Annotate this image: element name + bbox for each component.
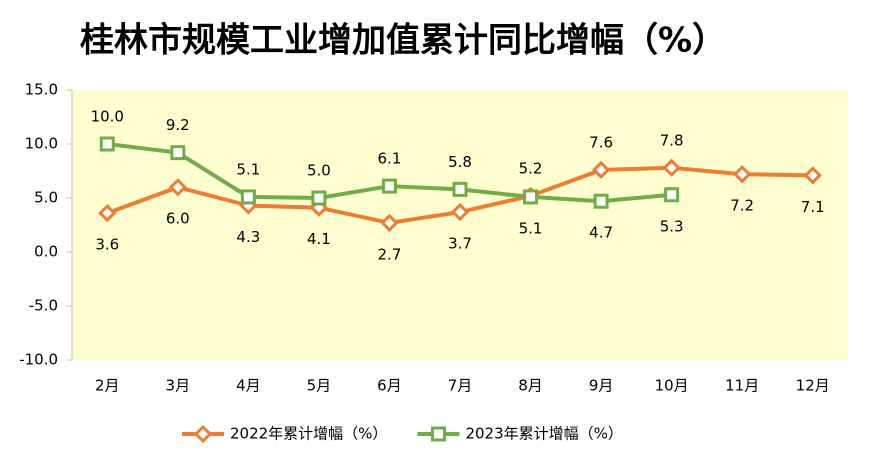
marker (99, 136, 115, 152)
data-label: 6.0 (166, 210, 190, 228)
marker (170, 145, 186, 161)
y-tick-label: 5.0 (34, 189, 58, 207)
data-label: 9.2 (166, 116, 190, 134)
marker (430, 426, 446, 442)
marker (193, 424, 213, 444)
data-label: 4.1 (307, 230, 331, 248)
marker (803, 166, 822, 185)
marker (240, 189, 256, 205)
data-label: 5.0 (307, 162, 331, 180)
marker (664, 187, 680, 203)
plot-area (72, 90, 848, 360)
x-tick-label: 5月 (307, 377, 332, 395)
data-label: 3.6 (95, 236, 119, 254)
data-label: 7.6 (589, 133, 613, 151)
x-tick-label: 8月 (518, 377, 543, 395)
data-label: 4.7 (589, 224, 613, 242)
x-tick-label: 6月 (377, 377, 402, 395)
legend: 2022年累计增幅（%） 2023年累计增幅（%） (182, 424, 623, 444)
y-tick-label: -10.0 (19, 351, 58, 369)
y-tick-label: 0.0 (34, 243, 58, 261)
marker (662, 158, 681, 177)
data-label: 5.8 (448, 153, 472, 171)
legend-label: 2023年累计增幅（%） (465, 425, 622, 443)
y-tick-label: -5.0 (29, 297, 58, 315)
data-label: 5.3 (660, 217, 684, 235)
legend-label: 2022年累计增幅（%） (230, 425, 387, 443)
marker (311, 190, 327, 206)
data-label: 6.1 (378, 150, 402, 168)
y-tick-label: 10.0 (25, 135, 58, 153)
data-label: 10.0 (91, 108, 124, 126)
marker (168, 178, 187, 197)
marker (593, 193, 609, 209)
data-label: 5.1 (519, 219, 543, 237)
marker (523, 189, 539, 205)
marker (98, 203, 117, 223)
y-tick-label: 15.0 (25, 81, 58, 99)
data-label: 2.7 (378, 245, 402, 263)
data-label: 5.2 (519, 159, 543, 177)
data-label: 7.8 (660, 131, 684, 149)
x-tick-label: 11月 (725, 377, 759, 395)
data-label: 7.1 (801, 198, 825, 216)
data-label: 4.3 (236, 228, 260, 246)
marker (381, 178, 397, 194)
x-tick-label: 4月 (236, 377, 261, 395)
x-tick-label: 10月 (655, 377, 689, 395)
data-label: 7.2 (730, 197, 754, 215)
marker (591, 160, 611, 180)
data-label: 5.1 (236, 160, 260, 178)
chart-title: 桂林市规模工业增加值累计同比增幅（%） (80, 21, 726, 61)
x-tick-label: 12月 (796, 377, 830, 395)
marker (733, 165, 752, 184)
data-label: 3.7 (448, 235, 472, 253)
x-tick-label: 7月 (448, 377, 473, 395)
x-tick-label: 9月 (589, 377, 614, 395)
marker (380, 213, 399, 232)
x-tick-label: 3月 (166, 377, 191, 395)
marker (450, 202, 470, 222)
marker (452, 181, 468, 197)
x-tick-label: 2月 (95, 377, 120, 395)
